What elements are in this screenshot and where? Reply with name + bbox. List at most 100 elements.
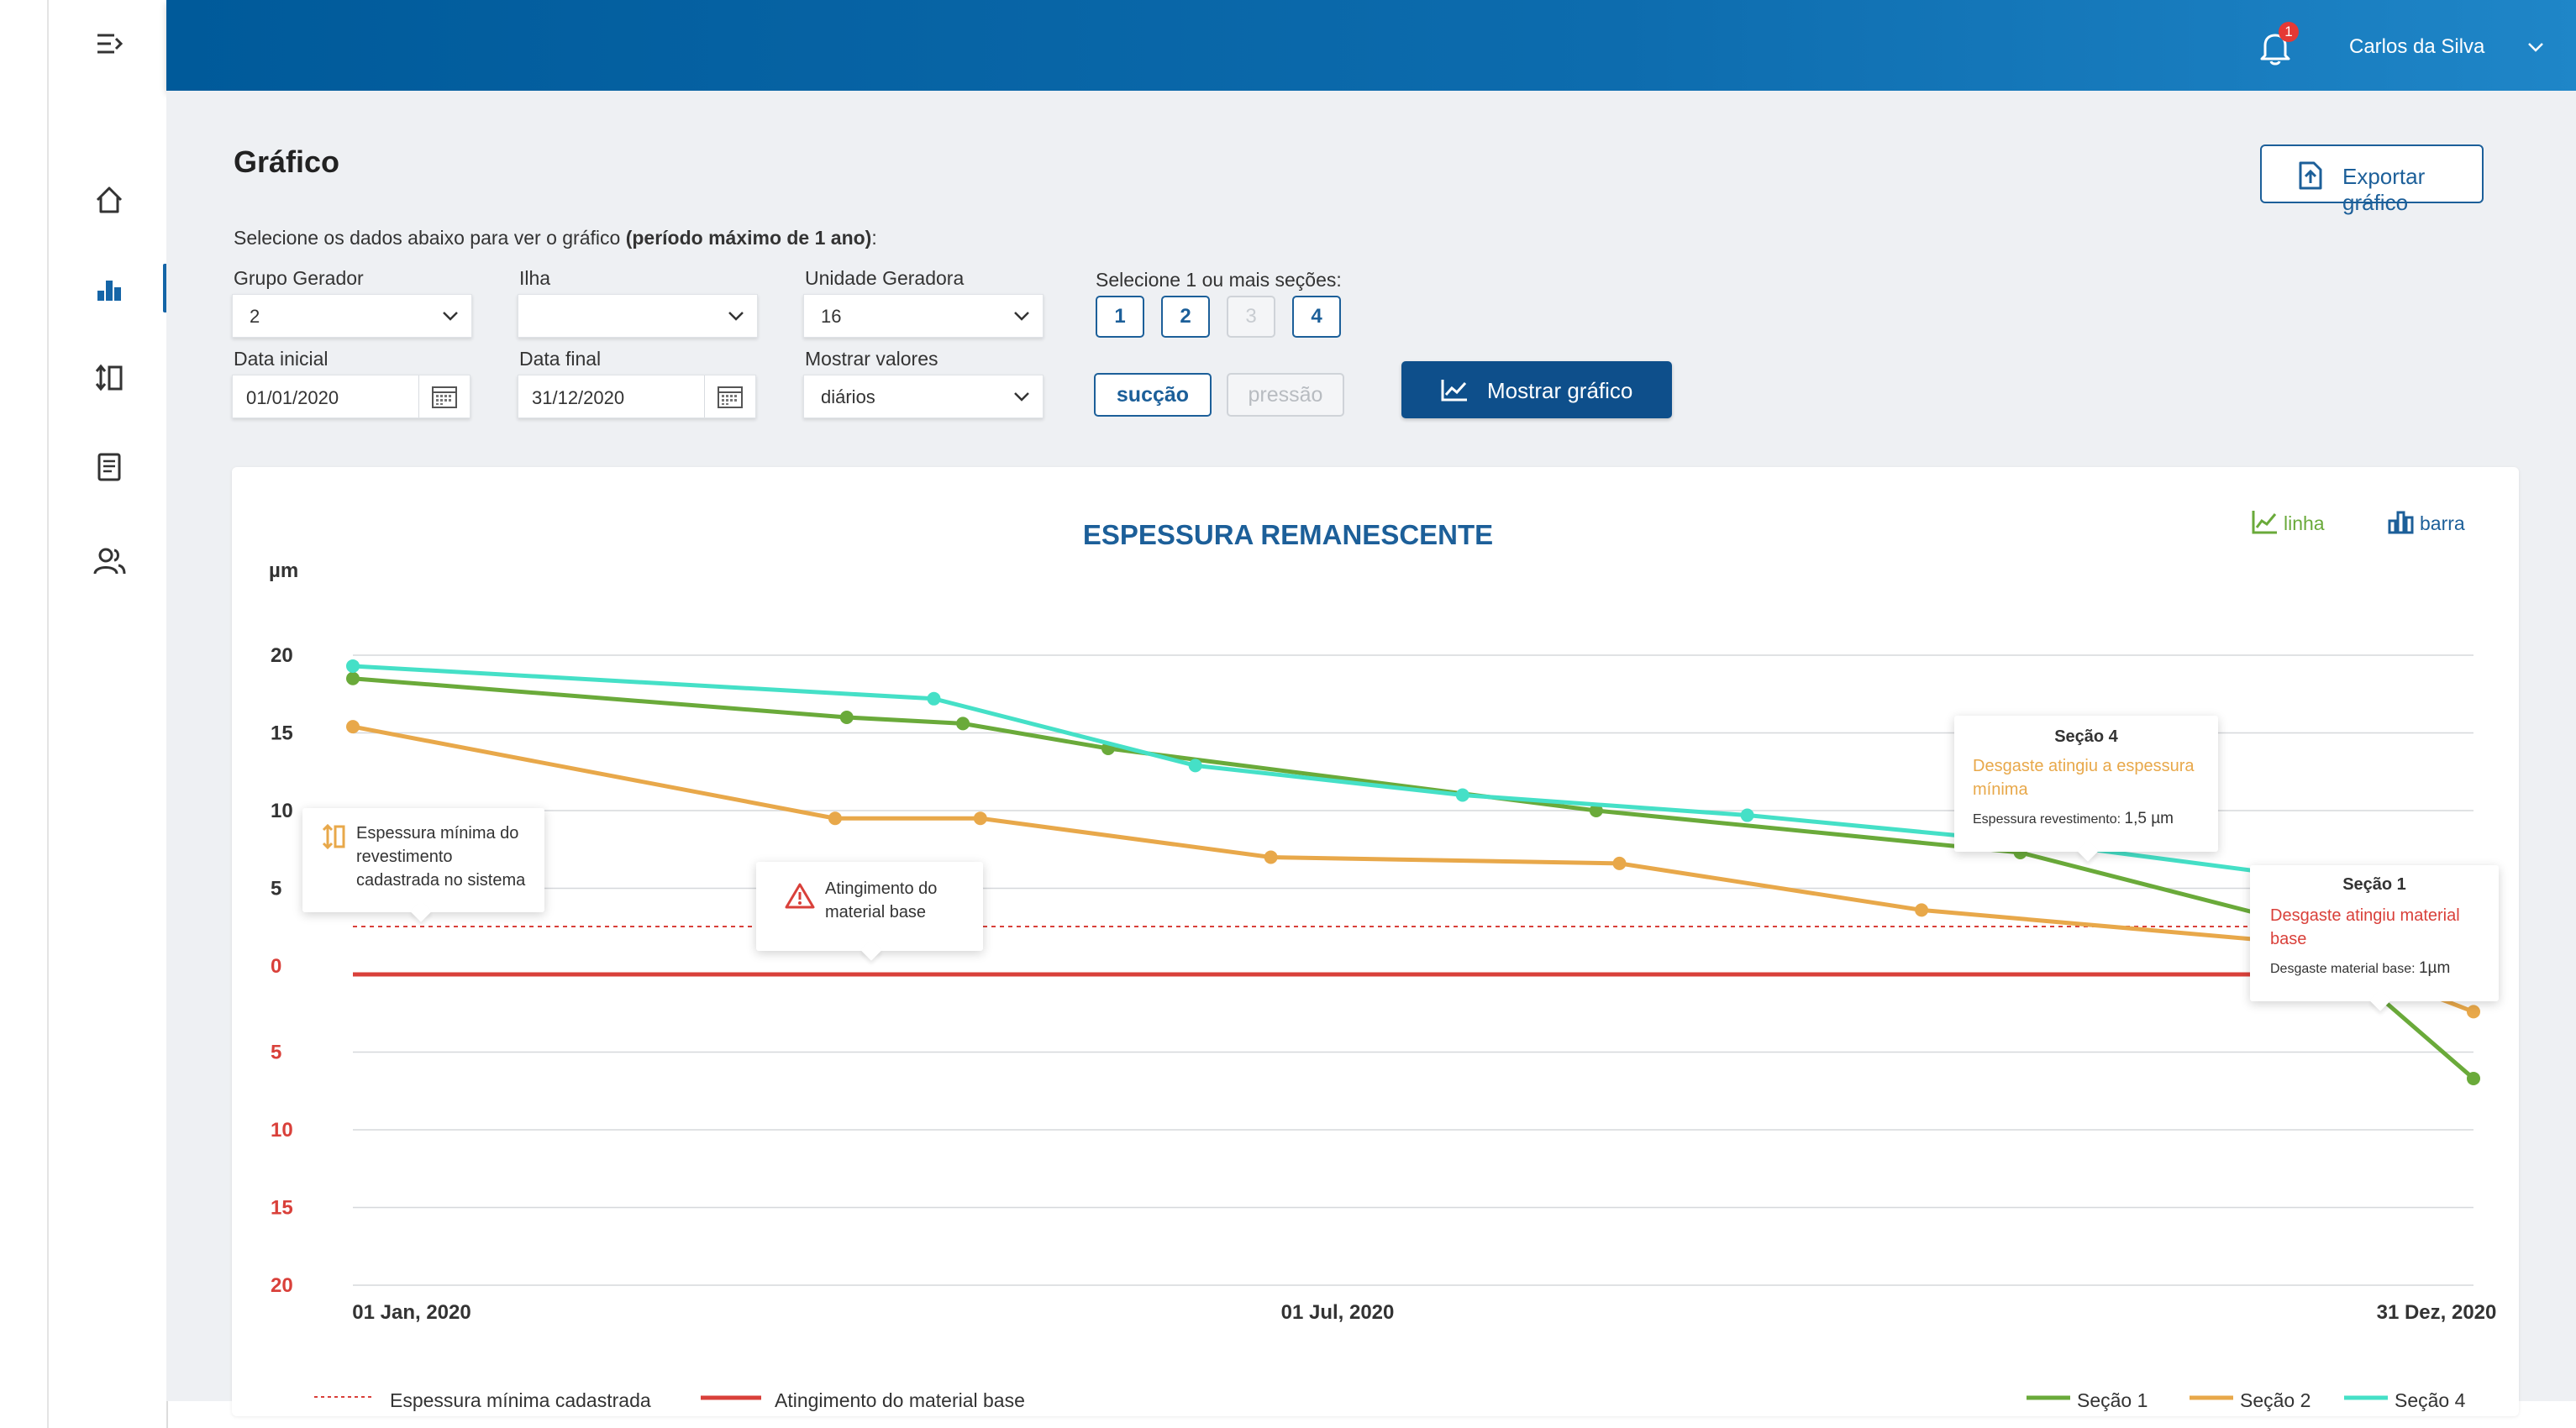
legend-swatch-secao-1 [2027,1395,2070,1400]
mostrar-valores-select[interactable]: diários [803,375,1044,418]
secao-1-callout-detail: Desgaste material base: 1µm [2270,959,2451,977]
ilha-label: Ilha [519,267,551,289]
unidade-geradora-value: 16 [821,306,842,327]
grupo-gerador-label: Grupo Gerador [234,267,364,289]
data-point [1188,759,1202,773]
base-material-callout: Atingimento do material base [756,862,983,951]
data-point [1264,850,1278,864]
data-point [1612,856,1627,870]
series-line-2 [352,724,2474,1014]
show-chart-label: Mostrar gráfico [1487,378,1633,403]
chevron-down-icon[interactable] [2526,40,2546,54]
calendar-icon[interactable] [704,375,755,417]
mostrar-valores-value: diários [821,386,875,407]
y-axis-unit: µm [269,559,299,582]
home-icon[interactable] [91,181,128,218]
instructions: Selecione os dados abaixo para ver o grá… [234,227,877,249]
data-point [346,671,360,685]
succao-button[interactable]: sucção [1094,373,1212,417]
notification-badge: 1 [2279,22,2299,42]
users-icon[interactable] [91,543,128,580]
secao-4-callout-title: Seção 4 [2054,727,2118,746]
line-chart-icon [2252,511,2277,534]
data-point [346,720,360,734]
secao-1-callout-title: Seção 1 [2342,875,2406,894]
y-tick-label: 10 [271,800,293,822]
min-thickness-callout: Espessura mínima do revestimento cadastr… [302,808,544,912]
secoes-label: Selecione 1 ou mais seções: [1096,269,1342,291]
data-inicial-value[interactable]: 01/01/2020 [246,387,339,408]
secao-2-button[interactable]: 2 [1161,296,1210,338]
user-name[interactable]: Carlos da Silva [2349,35,2485,58]
secao-4-callout-detail: Espessura revestimento: 1,5 µm [1973,810,2174,827]
page-title: Gráfico [234,144,340,179]
data-point [2467,1005,2480,1019]
warning-icon [785,883,815,909]
sort-thickness-icon[interactable] [91,360,128,396]
data-final-field[interactable]: 31/12/2020 [518,375,756,418]
data-point [1589,804,1603,817]
y-tick-label: 0 [271,955,281,978]
data-point [346,659,360,673]
collapse-menu-icon[interactable] [92,27,126,60]
chevron-down-icon [443,312,458,321]
show-chart-button[interactable]: Mostrar gráfico [1401,361,1672,418]
data-point [2467,1071,2480,1085]
calendar-icon[interactable] [418,375,470,417]
data-final-value[interactable]: 31/12/2020 [532,387,625,408]
min-thickness-text: Espessura mínima do revestimento cadastr… [356,824,526,890]
active-indicator [163,264,168,312]
y-tick-label: 5 [271,878,281,900]
pressao-button: pressão [1227,373,1344,417]
data-point [828,811,842,826]
line-label: linha [2284,512,2325,534]
secao-4-button[interactable]: 4 [1292,296,1341,338]
legend-swatch-secao-4 [2344,1395,2388,1400]
data-point [1455,788,1469,802]
chart-card [232,467,2519,1416]
unidade-geradora-select[interactable]: 16 [803,294,1044,338]
unidade-geradora-label: Unidade Geradora [805,267,965,289]
export-icon [2299,161,2322,190]
series-line-1 [352,676,2475,1080]
secao-4-callout-message: Desgaste atingiu a espessura mínima [1973,757,2195,799]
line-chart-icon [1441,380,1467,402]
data-point [1740,808,1754,822]
data-point [927,691,941,706]
secao-4-callout: Seção 4 Desgaste atingiu a espessura mín… [1954,716,2218,852]
chevron-down-icon [1014,392,1029,402]
data-inicial-field[interactable]: 01/01/2020 [232,375,471,418]
y-tick-label: 15 [271,722,293,745]
data-point [839,711,854,724]
y-tick-label: 10 [271,1119,293,1142]
grupo-gerador-select[interactable]: 2 [232,294,472,338]
x-tick-label: 01 Jan, 2020 [352,1301,471,1324]
base-material-text: Atingimento do material base [825,879,938,921]
secao-1-callout-message: Desgaste atingiu material base [2270,906,2460,948]
y-tick-label: 20 [271,644,293,667]
x-tick-label: 31 Dez, 2020 [2377,1301,2497,1324]
legend-swatch-solid [701,1395,761,1400]
chevron-down-icon [728,312,744,321]
y-tick-label: 20 [271,1274,293,1297]
ilha-select[interactable] [518,294,758,338]
chart-title: ESPESSURA REMANESCENTE [1082,519,1494,550]
bar-label: barra [2420,512,2465,534]
secao-1-button[interactable]: 1 [1096,296,1144,338]
document-icon[interactable] [91,449,128,486]
sidebar [47,0,168,1428]
bar-chart-icon [2388,511,2414,534]
y-tick-label: 5 [271,1042,281,1064]
chevron-down-icon [1014,312,1029,321]
line-chart: 20 15 10 5 0 5 10 15 20 01 Jan, 2020 01 Jul, 2020 3… [271,644,2497,1324]
data-final-label: Data final [519,348,602,370]
mostrar-valores-label: Mostrar valores [805,348,938,370]
export-chart-button[interactable]: Exportar gráfico [2260,144,2484,215]
chart-icon[interactable] [91,270,128,307]
secao-3-button: 3 [1227,296,1275,338]
secao-1-callout: Seção 1 Desgaste atingiu material base D… [2250,865,2499,1001]
data-inicial-label: Data inicial [234,348,329,370]
thickness-icon [322,823,345,850]
data-point [1915,903,1929,917]
notification-bell-icon[interactable] [2257,29,2294,67]
